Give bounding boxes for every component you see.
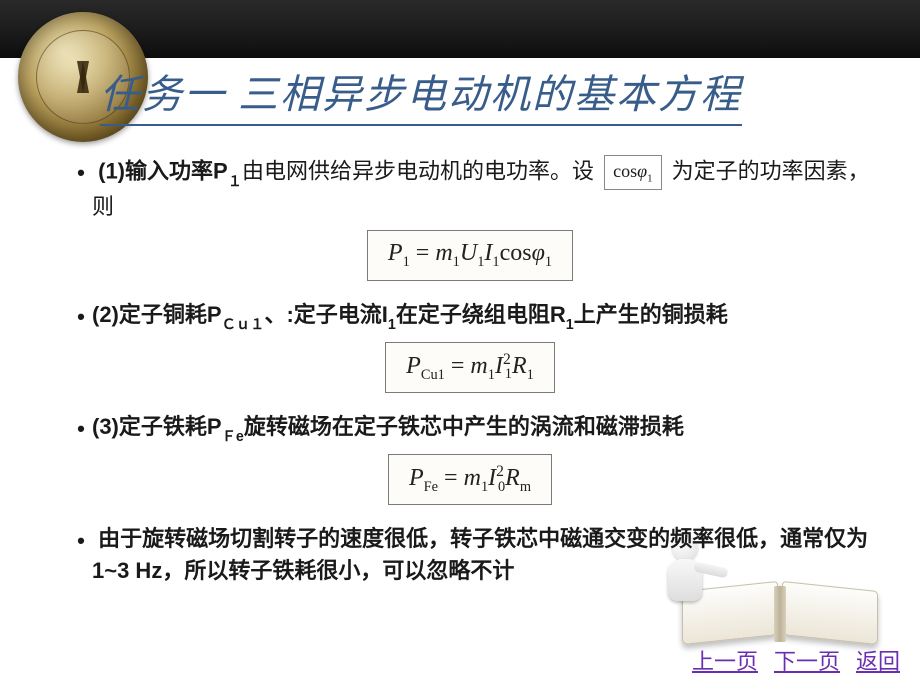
bullet-dot: • [70, 299, 92, 333]
f1-m: m [435, 240, 452, 266]
f2-msub: 1 [488, 366, 495, 382]
bullet-dot: • [70, 411, 92, 445]
f2-m: m [470, 353, 487, 379]
nav-back-link[interactable]: 返回 [856, 644, 900, 676]
b3-prefix: (3) [92, 414, 119, 439]
f3-eq: = [438, 465, 464, 491]
cos-phi-box: cosφ1 [604, 155, 661, 190]
f1-phisub: 1 [545, 254, 552, 270]
b2-sub: Ｃｕ１ [222, 317, 265, 333]
f3-P: P [409, 465, 424, 491]
b3-rest: 旋转磁场在定子铁芯中产生的涡流和磁滞损耗 [244, 414, 684, 439]
f2-R: R [512, 353, 527, 379]
formula-3: PFe = m1I20Rm [388, 454, 552, 505]
phi-sym: φ [637, 161, 647, 181]
b1-label: 输入功率P [125, 158, 228, 183]
bullet-1: • (1)输入功率P１由电网供给异步电动机的电功率。设 cosφ1 为定子的功率… [70, 155, 870, 222]
bullet-1-body: (1)输入功率P１由电网供给异步电动机的电功率。设 cosφ1 为定子的功率因素… [92, 155, 870, 222]
bullet-4-body: 由于旋转磁场切割转子的速度很低，转子铁芯中磁通交变的频率很低，通常仅为1~3 H… [92, 523, 870, 587]
formula-2-row: PCu1 = m1I21R1 [70, 342, 870, 393]
b1-prefix-text: (1) [98, 158, 125, 183]
slide-title: 任务一 三相异步电动机的基本方程 [100, 62, 742, 126]
f1-Psub: 1 [403, 254, 410, 270]
f2-Rsub: 1 [527, 366, 534, 382]
bullet-dot: • [70, 523, 92, 557]
slide-title-wrap: 任务一 三相异步电动机的基本方程 [100, 62, 840, 126]
b3-label: 定子铁耗P [119, 414, 222, 439]
f3-m: m [464, 465, 481, 491]
b1-sub: １ [228, 174, 242, 190]
bullet-2: • (2)定子铜耗PＣｕ１、:定子电流I1在定子绕组电阻R1上产生的铜损耗 [70, 299, 870, 334]
b2-rest2: 在定子绕组电阻R [396, 302, 566, 327]
bullet-4: • 由于旋转磁场切割转子的速度很低，转子铁芯中磁通交变的频率很低，通常仅为1~3… [70, 523, 870, 587]
f1-cos: cos [500, 240, 532, 266]
formula-1-row: P1 = m1U1I1cosφ1 [70, 230, 870, 280]
f1-phi: φ [532, 240, 545, 266]
f3-Isup: 2 [496, 463, 504, 480]
f3-Psub: Fe [424, 479, 438, 495]
b2-sep: 、: [264, 302, 293, 327]
f2-Psub: Cu1 [421, 366, 445, 382]
bullet-dot: • [70, 155, 92, 189]
f1-P: P [388, 240, 403, 266]
nav-prev-link[interactable]: 上一页 [692, 644, 758, 676]
nav-next-link[interactable]: 下一页 [774, 644, 840, 676]
bullet-3: • (3)定子铁耗PＦe旋转磁场在定子铁芯中产生的涡流和磁滞损耗 [70, 411, 870, 446]
b2-prefix: (2) [92, 302, 119, 327]
phi-sub: 1 [647, 173, 652, 185]
b4-text: 由于旋转磁场切割转子的速度很低，转子铁芯中磁通交变的频率很低，通常仅为1~3 H… [92, 526, 868, 583]
formula-1: P1 = m1U1I1cosφ1 [367, 230, 573, 280]
f2-eq: = [445, 353, 471, 379]
nav-links: 上一页 下一页 返回 [692, 644, 900, 676]
b2-rest1-sub: 1 [388, 317, 396, 333]
b2-label: 定子铜耗P [119, 302, 222, 327]
f2-I: I [495, 353, 503, 379]
cos-text: cos [613, 161, 637, 181]
f2-P: P [406, 353, 421, 379]
f2-Isub: 1 [505, 366, 512, 382]
bullet-3-body: (3)定子铁耗PＦe旋转磁场在定子铁芯中产生的涡流和磁滞损耗 [92, 411, 870, 446]
slide-container: 任务一 三相异步电动机的基本方程 • (1)输入功率P１由电网供给异步电动机的电… [0, 0, 920, 690]
f1-Isub: 1 [492, 254, 499, 270]
f3-Rsub: m [520, 479, 531, 495]
b1-rest1: 由电网供给异步电动机的电功率。设 [242, 158, 594, 183]
formula-2: PCu1 = m1I21R1 [385, 342, 555, 393]
b2-rest3: 上产生的铜损耗 [574, 302, 728, 327]
b3-sub: Ｆe [222, 429, 244, 445]
f1-eq: = [410, 240, 436, 266]
slide-content: • (1)输入功率P１由电网供给异步电动机的电功率。设 cosφ1 为定子的功率… [70, 155, 870, 595]
bullet-2-body: (2)定子铜耗PＣｕ１、:定子电流I1在定子绕组电阻R1上产生的铜损耗 [92, 299, 870, 334]
b2-rest1: 定子电流I [294, 302, 388, 327]
f1-U: U [460, 240, 477, 266]
formula-3-row: PFe = m1I20Rm [70, 454, 870, 505]
f3-I: I [488, 465, 496, 491]
f1-msub: 1 [453, 254, 460, 270]
f3-R: R [505, 465, 520, 491]
b2-rest2-sub: 1 [566, 317, 574, 333]
